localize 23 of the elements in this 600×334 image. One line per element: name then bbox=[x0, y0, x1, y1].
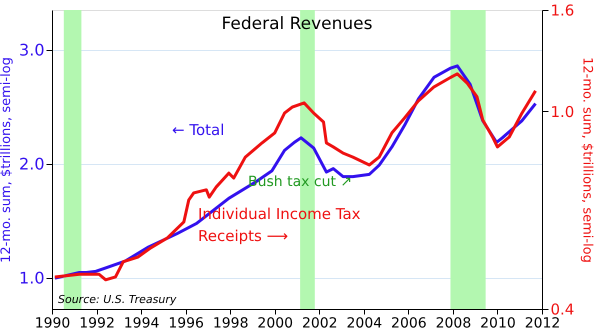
x-tick-label: 2000 bbox=[257, 316, 294, 332]
x-tick-label: 2010 bbox=[480, 316, 516, 332]
x-tick-label: 1992 bbox=[79, 316, 115, 332]
y-tick-label: 1.0 bbox=[19, 268, 44, 288]
annotation: ← Total bbox=[172, 121, 224, 139]
x-tick-label: 2004 bbox=[346, 316, 382, 332]
chart-title: Federal Revenues bbox=[222, 14, 373, 34]
x-tick-label: 2008 bbox=[436, 316, 472, 332]
y2-axis-title: 12-mo. sum, $trillions, semi-log bbox=[579, 57, 594, 263]
x-tick-label: 1990 bbox=[34, 316, 70, 332]
y2-tick-label: 1.0 bbox=[550, 102, 574, 121]
annotation: Source: U.S. Treasury bbox=[58, 293, 177, 306]
x-tick-label: 2002 bbox=[302, 316, 338, 332]
x-tick-label: 2012 bbox=[524, 316, 560, 332]
y-tick-label: 3.0 bbox=[19, 40, 44, 60]
y2-tick-label: 0.4 bbox=[550, 300, 574, 318]
x-tick-label: 1994 bbox=[124, 316, 160, 332]
y2-tick-label: 1.6 bbox=[550, 2, 574, 20]
x-tick-label: 1998 bbox=[212, 316, 248, 332]
y-tick-label: 2.0 bbox=[19, 154, 44, 174]
x-tick-label: 2006 bbox=[391, 316, 427, 332]
y-axis-title: 12-mo. sum, $trillions, semi-log bbox=[0, 57, 14, 263]
x-tick-label: 1996 bbox=[168, 316, 204, 332]
